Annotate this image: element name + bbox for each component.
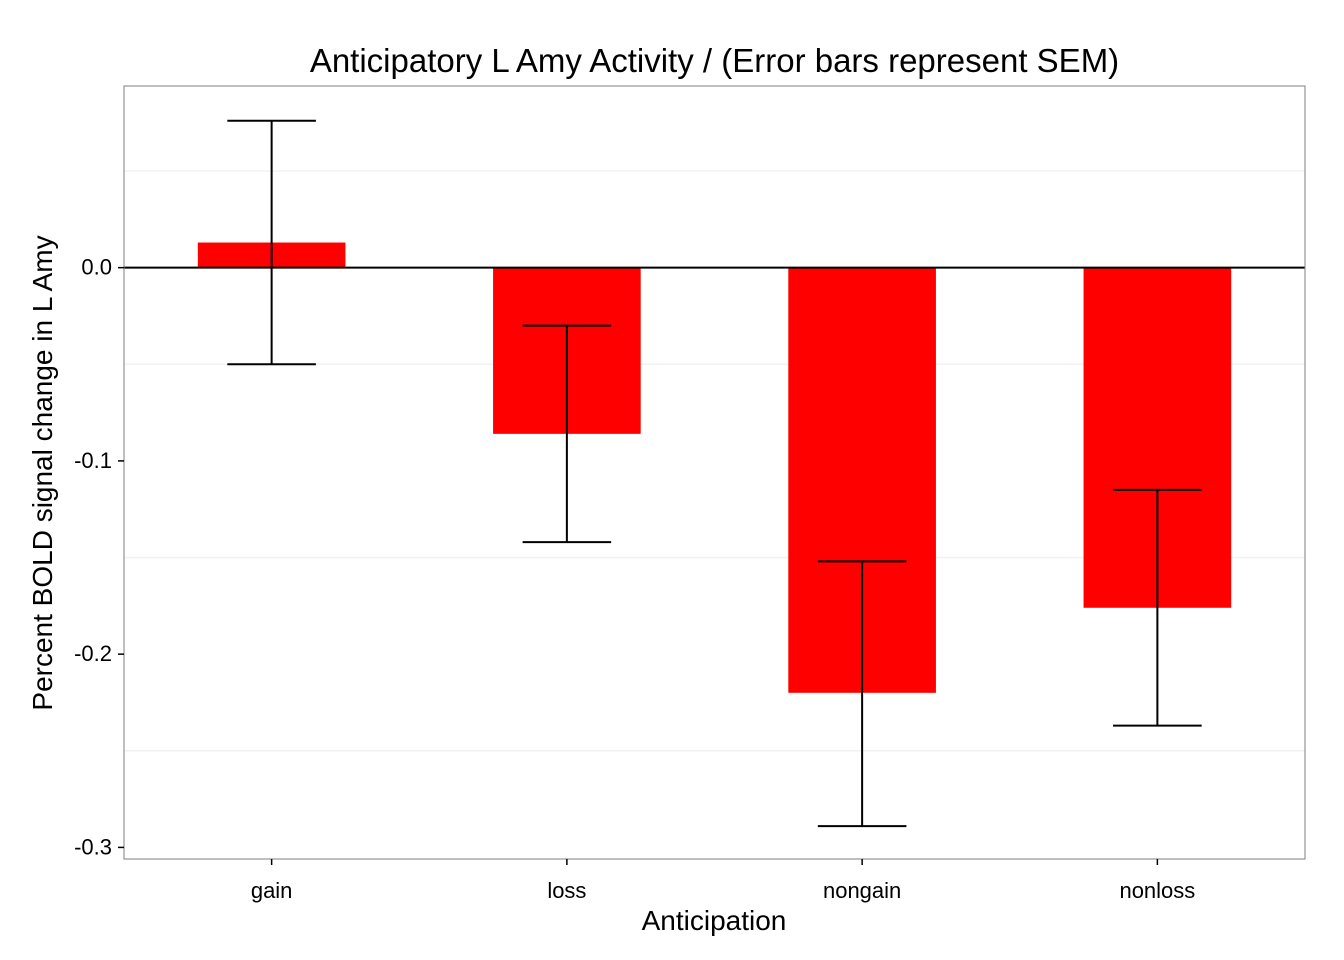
y-tick-label: 0.0 (81, 255, 112, 280)
error-bars (227, 119, 1202, 828)
bars (197, 242, 1232, 693)
x-tick-label-gain: gain (251, 878, 293, 903)
error-bar-nongain (817, 560, 907, 828)
x-tick-label-nongain: nongain (823, 878, 901, 903)
chart-title: Anticipatory L Amy Activity / (Error bar… (309, 42, 1120, 79)
x-axis-ticks: gain loss nongain nonloss (251, 859, 1195, 903)
x-axis-title: Anticipation (642, 905, 787, 936)
y-tick-label: -0.2 (74, 641, 112, 666)
y-tick-label: -0.1 (74, 448, 112, 473)
y-axis-title: Percent BOLD signal change in L Amy (27, 235, 58, 710)
x-tick-label-loss: loss (547, 878, 586, 903)
error-bar-nonloss (1113, 488, 1202, 727)
x-tick-label-nonloss: nonloss (1119, 878, 1195, 903)
y-axis-ticks: 0.0 -0.1 -0.2 -0.3 (74, 255, 124, 859)
plot-panel-border (123, 85, 1306, 860)
error-bar-loss (522, 324, 612, 544)
error-bar-gain (227, 119, 316, 366)
y-tick-label: -0.3 (74, 834, 112, 859)
